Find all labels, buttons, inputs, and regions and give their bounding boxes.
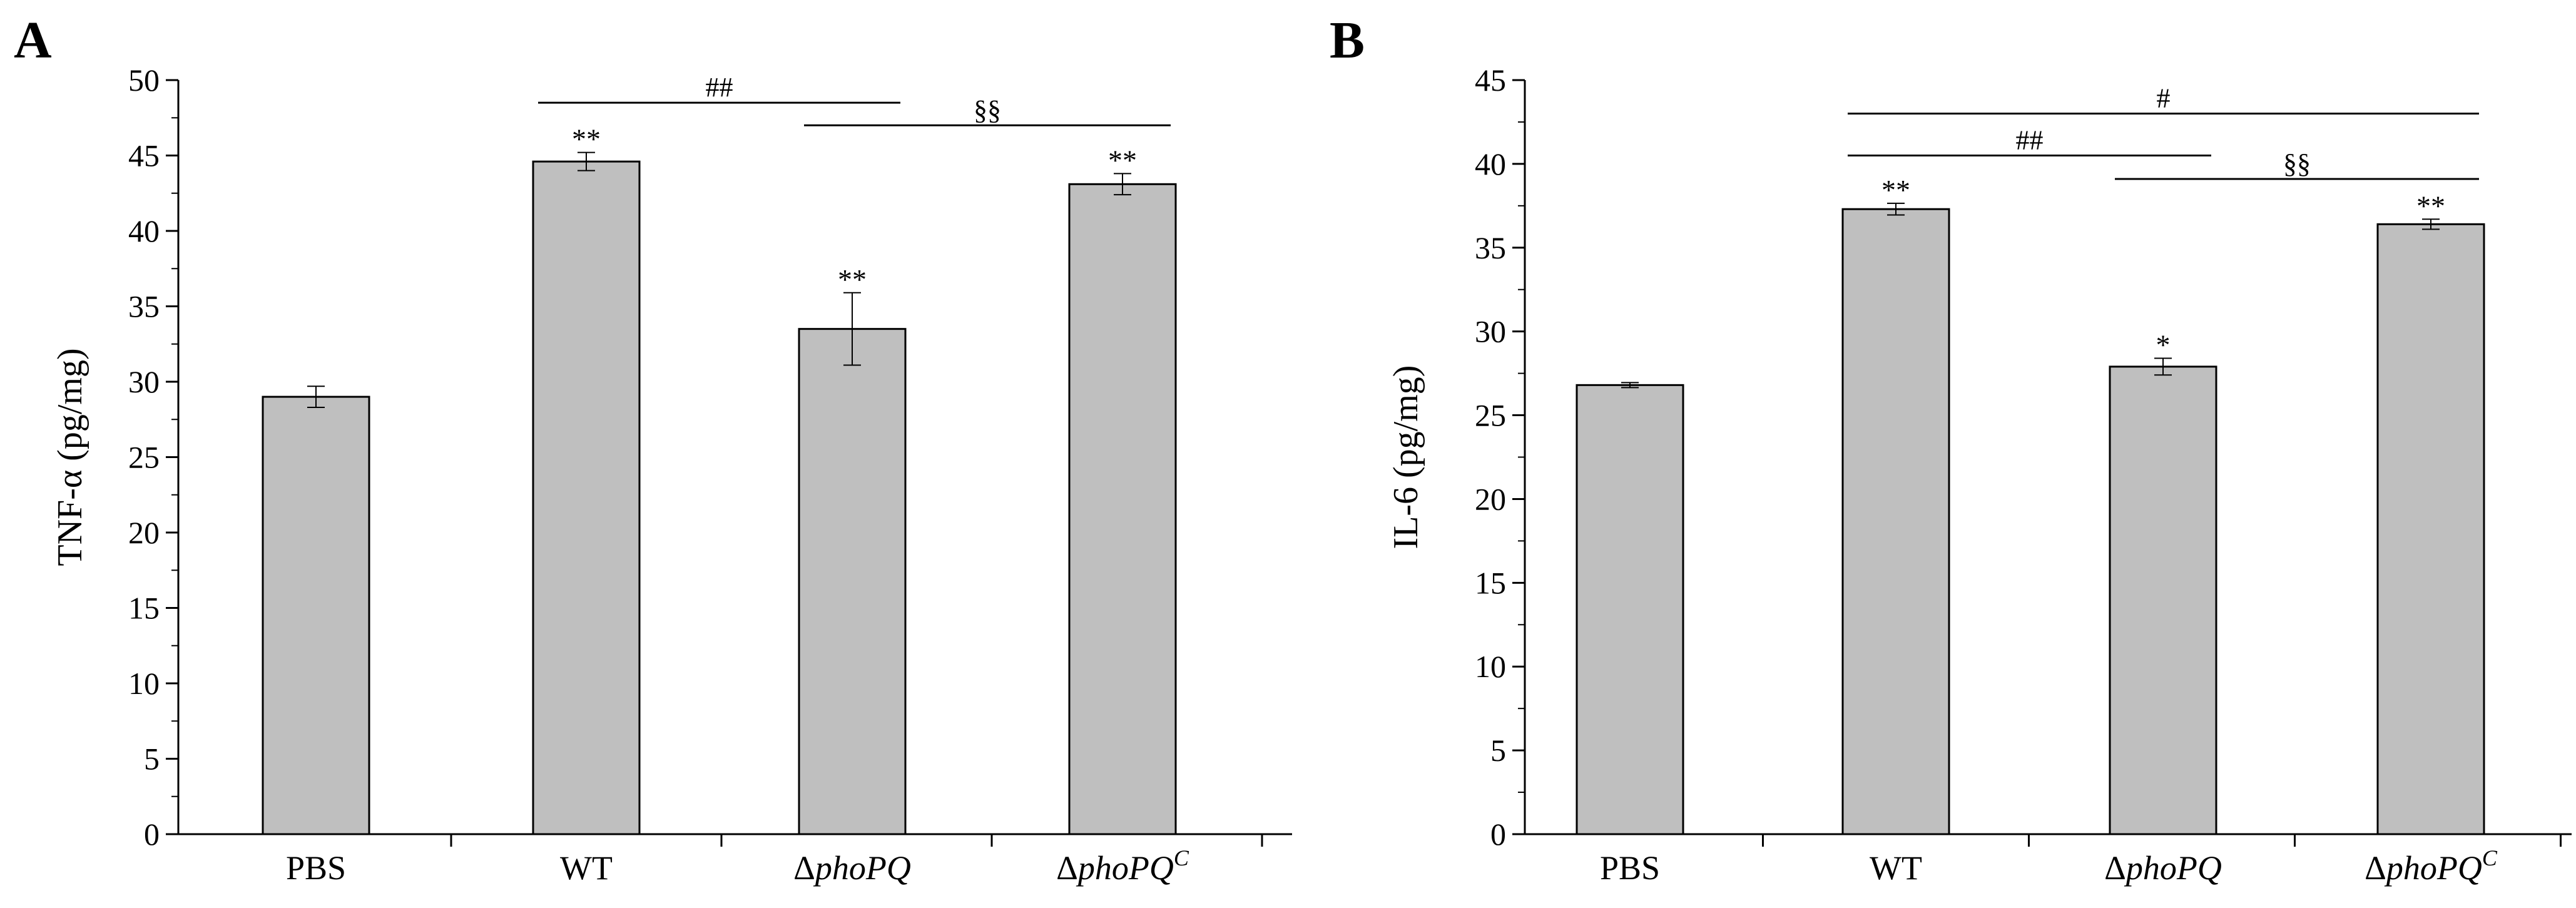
category-prefix: Δ xyxy=(2104,849,2126,887)
bar xyxy=(1841,208,1950,835)
category-name: WT xyxy=(1870,849,1922,887)
panel-a: A 0 5 10 15 20 25 30 35 40 45 50 TNF-α (pg/mg) PBS ** W… xyxy=(14,11,1292,887)
y-axis-title: IL-6 (pg/mg) xyxy=(1387,365,1425,549)
panel-b: B 0 5 10 15 20 25 30 35 40 45 IL-6 (pg/mg) PBS ** WT * Δ… xyxy=(1330,11,2572,887)
bar xyxy=(262,395,370,835)
significance-marker: ** xyxy=(1108,144,1137,176)
x-category-label: WT xyxy=(1870,849,1922,887)
y-tick-label: 35 xyxy=(1475,230,1506,265)
comparison-label: §§ xyxy=(2283,148,2311,179)
x-category-label: ΔphoPQC xyxy=(2365,845,2498,887)
y-tick-label: 40 xyxy=(128,213,160,248)
comparison-label: ## xyxy=(706,72,733,103)
category-superscript: C xyxy=(1174,845,1189,870)
category-italic: phoPQ xyxy=(813,849,911,887)
x-category-label: PBS xyxy=(1600,849,1660,887)
y-tick-label: 30 xyxy=(128,364,160,399)
category-name: WT xyxy=(560,849,613,887)
bar xyxy=(1576,384,1684,835)
significance-marker: * xyxy=(2156,329,2171,361)
y-tick-label: 20 xyxy=(128,515,160,550)
bar xyxy=(798,328,907,835)
comparison-label: # xyxy=(2157,83,2171,114)
bar xyxy=(2376,223,2485,835)
panel-label: B xyxy=(1330,11,1365,69)
y-tick-label: 50 xyxy=(128,63,160,98)
comparison-label: §§ xyxy=(974,94,1001,125)
category-name: PBS xyxy=(286,849,346,887)
y-tick-label: 20 xyxy=(1475,481,1506,516)
category-italic: phoPQ xyxy=(1076,849,1174,887)
y-tick-label: 15 xyxy=(1475,565,1506,600)
x-category-label: ΔphoPQC xyxy=(1056,845,1189,887)
y-tick-label: 10 xyxy=(1475,649,1506,684)
category-italic: phoPQ xyxy=(2384,849,2482,887)
x-category-label: ΔphoPQ xyxy=(2104,849,2222,887)
panel-label: A xyxy=(14,11,52,69)
y-tick-label: 15 xyxy=(128,591,160,626)
y-tick-label: 45 xyxy=(1475,63,1506,98)
bar xyxy=(2109,365,2217,835)
y-tick-label: 45 xyxy=(128,138,160,173)
bar xyxy=(1068,183,1177,835)
category-prefix: Δ xyxy=(1056,849,1078,887)
y-tick-label: 0 xyxy=(1490,817,1506,852)
category-italic: phoPQ xyxy=(2124,849,2222,887)
x-category-label: PBS xyxy=(286,849,346,887)
significance-marker: ** xyxy=(572,123,601,155)
bar xyxy=(532,160,641,835)
y-tick-label: 10 xyxy=(128,666,160,701)
category-prefix: Δ xyxy=(2365,849,2386,887)
y-tick-label: 0 xyxy=(144,817,160,852)
y-tick-label: 5 xyxy=(1490,733,1506,768)
y-tick-label: 25 xyxy=(128,440,160,475)
x-category-label: WT xyxy=(560,849,613,887)
y-tick-label: 25 xyxy=(1475,398,1506,433)
significance-marker: ** xyxy=(2416,190,2445,222)
y-axis-title: TNF-α (pg/mg) xyxy=(51,348,89,566)
comparison-label: ## xyxy=(2016,125,2044,156)
y-tick-label: 30 xyxy=(1475,314,1506,349)
significance-marker: ** xyxy=(1881,174,1910,206)
category-superscript: C xyxy=(2482,845,2498,870)
y-tick-label: 5 xyxy=(144,742,160,777)
y-tick-label: 40 xyxy=(1475,146,1506,181)
category-prefix: Δ xyxy=(793,849,815,887)
significance-marker: ** xyxy=(838,263,867,295)
category-name: PBS xyxy=(1600,849,1660,887)
y-tick-label: 35 xyxy=(128,289,160,324)
x-category-label: ΔphoPQ xyxy=(793,849,911,887)
